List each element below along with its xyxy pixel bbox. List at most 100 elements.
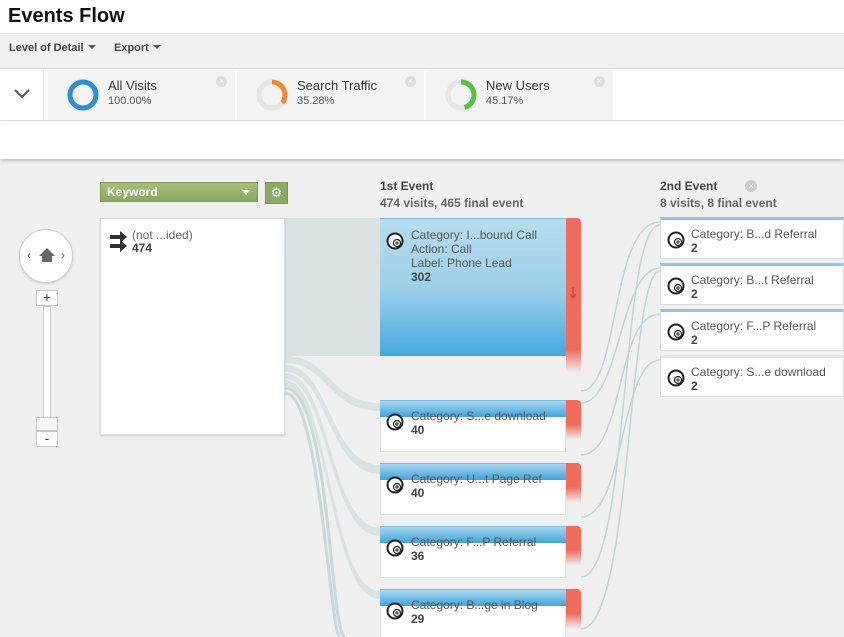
- level-of-detail-label: Level of Detail: [9, 42, 84, 54]
- plus-circle-icon[interactable]: [386, 602, 404, 620]
- event-node-body: [380, 480, 566, 515]
- page-title: Events Flow: [8, 5, 125, 27]
- segment-bar: All Visits 100.00% × Search Traffic 35.2…: [0, 70, 844, 121]
- segment-toggle-button[interactable]: [0, 70, 44, 120]
- pan-right-icon[interactable]: ›: [61, 248, 65, 262]
- drop-off-bar[interactable]: [566, 526, 581, 566]
- event-node[interactable]: Category: B...t Referral 2: [660, 263, 844, 305]
- entrance-arrows-icon: [110, 231, 127, 252]
- close-icon[interactable]: ×: [594, 76, 605, 87]
- event-category: Category: I...bound Call: [411, 228, 538, 242]
- plus-circle-icon[interactable]: [386, 232, 404, 250]
- event-count: 2: [691, 241, 698, 255]
- event-node-text: Category: B...ge in Blog 29: [411, 598, 538, 626]
- starting-node[interactable]: (not ...ided) 474: [100, 218, 285, 435]
- segment-donut-icon: [256, 79, 288, 111]
- column-summary: 8 visits, 8 final event: [660, 196, 777, 210]
- event-node[interactable]: Category: S...e download 2: [660, 355, 844, 397]
- event-category: Category: F...P Referral: [691, 319, 817, 333]
- toolbar: Level of Detail Export: [0, 33, 844, 69]
- gear-icon[interactable]: ⚙: [265, 182, 288, 204]
- drop-off-bar[interactable]: [566, 400, 581, 440]
- event-count: 2: [691, 379, 698, 393]
- event-category: Category: B...d Referral: [691, 227, 818, 241]
- event-node[interactable]: Category: B...d Referral 2: [660, 217, 844, 259]
- plus-circle-icon[interactable]: [667, 277, 685, 295]
- drop-off-bar[interactable]: [566, 589, 581, 629]
- event-category: Category: F...P Referral: [411, 535, 537, 549]
- event-count: 29: [411, 612, 425, 626]
- level-of-detail-button[interactable]: Level of Detail: [9, 42, 96, 54]
- drop-off-bar[interactable]: [566, 463, 581, 503]
- zoom-slider-handle[interactable]: [36, 417, 58, 431]
- event-node-text: Category: I...bound Call Action: Call La…: [411, 228, 537, 284]
- close-icon[interactable]: ×: [216, 76, 227, 87]
- plus-circle-icon[interactable]: [667, 369, 685, 387]
- node-label: (not ...ided): [132, 228, 193, 242]
- event-category: Category: S...e download: [691, 365, 826, 379]
- segment-name: New Users: [486, 78, 550, 93]
- event-count: 40: [411, 423, 425, 437]
- segment-percent: 100.00%: [108, 95, 152, 107]
- event-label: Label: Phone Lead: [411, 256, 512, 270]
- event-count: 36: [411, 549, 425, 563]
- event-category: Category: S...e download: [411, 409, 546, 423]
- column-summary: 474 visits, 465 final event: [380, 196, 524, 210]
- chevron-down-icon: [14, 89, 30, 99]
- column-title: 2nd Event: [660, 179, 718, 193]
- event-node-body: [380, 543, 566, 578]
- segment-search-traffic[interactable]: Search Traffic 35.28% ×: [237, 70, 425, 120]
- event-count: 302: [411, 270, 432, 284]
- plus-circle-icon[interactable]: [386, 539, 404, 557]
- segment-new-users[interactable]: New Users 45.17% ×: [426, 70, 614, 120]
- dimension-select-value: Keyword: [107, 185, 158, 199]
- close-icon[interactable]: ×: [405, 76, 416, 87]
- flow-band: [284, 386, 347, 637]
- flow-band: [285, 365, 380, 474]
- flow-canvas[interactable]: ‹ › + - Keyword ⚙ (not ...ided) 474 1st …: [0, 159, 844, 637]
- close-icon[interactable]: ×: [745, 180, 757, 192]
- event-node[interactable]: [380, 218, 566, 356]
- plus-circle-icon[interactable]: [667, 231, 685, 249]
- event-node-text: Category: U...t Page Ref 40: [411, 472, 542, 500]
- event-node[interactable]: [380, 463, 566, 480]
- event-category: Category: B...t Referral: [691, 273, 814, 287]
- export-button[interactable]: Export: [114, 42, 161, 54]
- event-node-body: [380, 606, 566, 637]
- plus-circle-icon[interactable]: [386, 476, 404, 494]
- flow-connections: [284, 218, 661, 637]
- segment-all-visits[interactable]: All Visits 100.00% ×: [48, 70, 236, 120]
- flow-link: [580, 267, 661, 404]
- event-node-body: [380, 417, 566, 452]
- plus-circle-icon[interactable]: [386, 413, 404, 431]
- event-node-text: Category: S...e download 40: [411, 409, 546, 437]
- flow-link: [580, 359, 661, 518]
- drop-off-arrow-icon: [569, 287, 577, 299]
- segment-name: Search Traffic: [297, 78, 377, 93]
- home-icon[interactable]: [37, 246, 57, 269]
- event-action: Action: Call: [411, 242, 472, 256]
- segment-percent: 45.17%: [486, 95, 524, 107]
- zoom-in-button[interactable]: +: [36, 290, 58, 306]
- event-count: 40: [411, 486, 425, 500]
- pan-control[interactable]: ‹ ›: [19, 229, 73, 283]
- event-node[interactable]: [380, 526, 566, 543]
- dimension-select[interactable]: Keyword: [100, 182, 258, 202]
- pan-left-icon[interactable]: ‹: [27, 248, 31, 262]
- export-label: Export: [114, 42, 149, 54]
- segment-donut-icon: [445, 79, 477, 111]
- event-node[interactable]: [380, 400, 566, 417]
- event-count: 2: [691, 333, 698, 347]
- zoom-slider-track[interactable]: [43, 306, 51, 424]
- event-count: 2: [691, 287, 698, 301]
- zoom-out-button[interactable]: -: [36, 431, 58, 447]
- caret-down-icon: [242, 190, 250, 195]
- event-category: Category: U...t Page Ref: [411, 472, 542, 486]
- column-title: 1st Event: [380, 179, 434, 193]
- flow-link: [580, 224, 661, 578]
- event-node[interactable]: Category: F...P Referral 2: [660, 309, 844, 351]
- caret-down-icon: [152, 45, 161, 49]
- event-node-text: Category: F...P Referral 36: [411, 535, 536, 563]
- plus-circle-icon[interactable]: [667, 323, 685, 341]
- event-node[interactable]: [380, 589, 566, 606]
